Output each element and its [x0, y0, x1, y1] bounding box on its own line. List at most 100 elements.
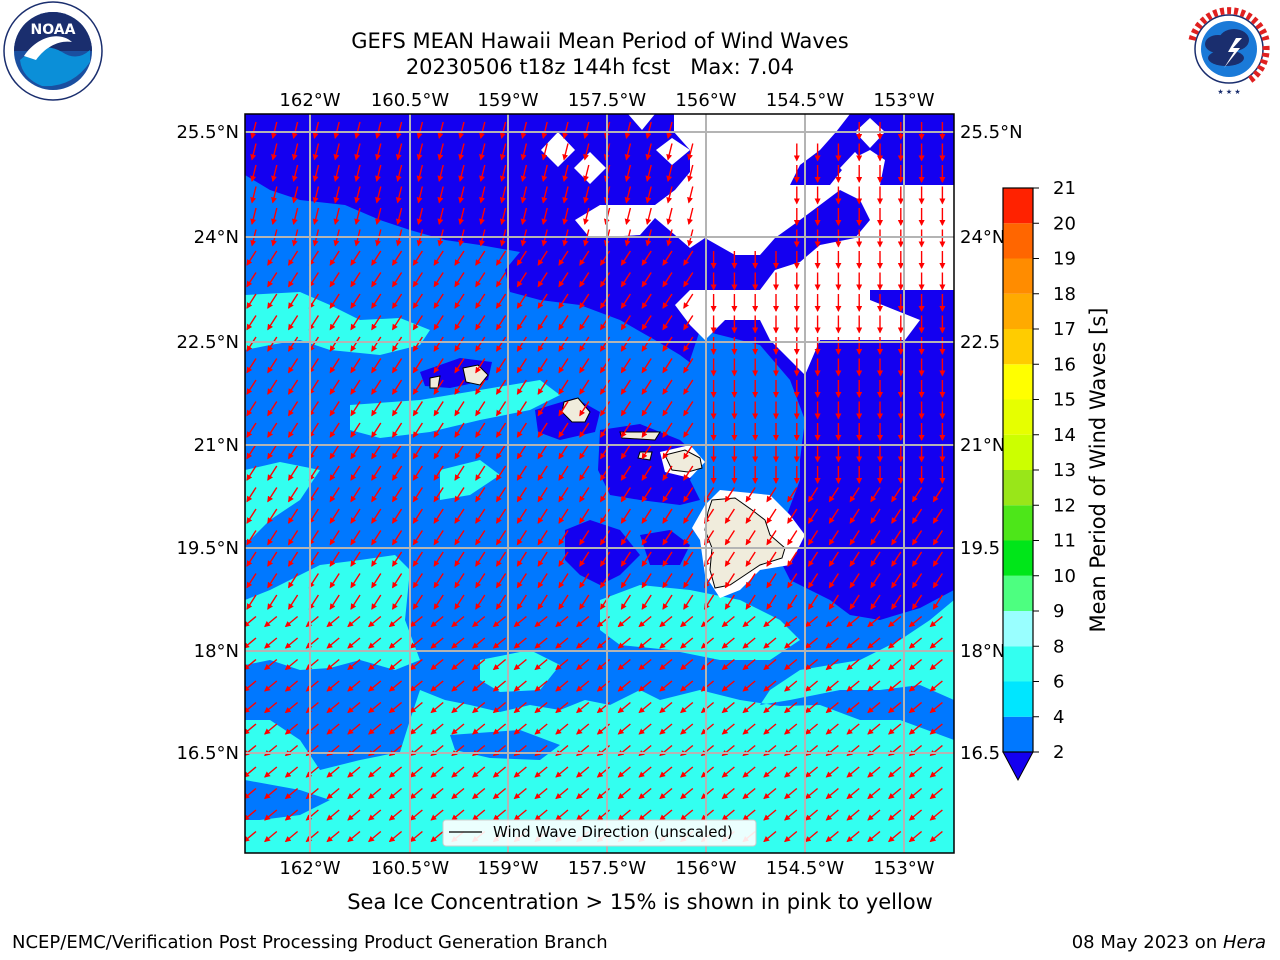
wind-arrow: [472, 701, 486, 714]
wind-arrow: [624, 121, 632, 139]
wind-arrow: [409, 658, 423, 671]
wind-arrow: [246, 250, 257, 266]
wind-arrow: [537, 530, 548, 546]
colorbar-band: [1003, 293, 1033, 329]
wind-arrow: [742, 766, 756, 778]
wind-arrow: [305, 830, 319, 843]
wind-arrow: [513, 723, 527, 735]
wind-arrow: [808, 573, 819, 589]
wind-arrow: [558, 444, 569, 460]
wind-arrow: [472, 680, 486, 692]
wind-arrow: [271, 121, 278, 139]
wind-arrow: [721, 637, 735, 649]
wind-arrow: [496, 422, 507, 438]
wind-arrow: [475, 530, 486, 546]
lat-label-left: 24°N: [194, 227, 239, 248]
wind-arrow: [246, 336, 257, 352]
map-frame: [244, 113, 955, 854]
wind-arrow: [496, 573, 507, 589]
wind-arrow: [724, 508, 735, 524]
wind-arrow: [579, 401, 590, 417]
wind-arrow: [288, 551, 299, 567]
wind-arrow: [787, 530, 798, 546]
wind-arrow: [700, 787, 715, 800]
wind-arrow: [245, 658, 257, 671]
map-gridlines: [245, 114, 954, 853]
wind-arrow: [787, 508, 798, 524]
wind-arrow: [558, 530, 569, 546]
wind-arrow: [288, 444, 299, 460]
wind-arrow: [659, 680, 673, 692]
wind-arrow: [620, 358, 631, 374]
wind-arrow: [888, 830, 902, 843]
wind-arrow: [492, 658, 507, 671]
wind-arrow: [846, 766, 860, 778]
wind-arrow: [451, 701, 465, 714]
wind-arrow: [516, 573, 527, 589]
wind-arrow: [312, 143, 320, 161]
wind-arrow: [929, 680, 943, 692]
wind-arrow: [371, 422, 382, 438]
wind-arrow: [558, 379, 569, 395]
wind-arrow: [867, 680, 881, 692]
wind-arrow: [516, 530, 527, 546]
wind-arrow: [350, 444, 361, 460]
wind-arrow: [766, 508, 777, 524]
wind-arrow: [867, 701, 881, 714]
wind-arrow: [680, 809, 694, 821]
wind-arrow: [329, 594, 340, 610]
wind-arrow: [305, 701, 319, 714]
wind-arrow: [267, 315, 278, 331]
wind-arrow: [496, 530, 507, 546]
wind-arrow: [288, 573, 299, 589]
wind-arrow: [576, 658, 590, 671]
wind-arrow: [416, 121, 424, 139]
wind-arrow: [932, 551, 943, 567]
wind-arrow: [284, 637, 299, 649]
wind-arrow: [600, 444, 611, 460]
wind-arrow: [721, 809, 735, 821]
wind-arrow: [499, 164, 507, 182]
wind-arrow: [388, 680, 403, 692]
wind-arrow: [687, 164, 694, 182]
lon-label-bottom: 154.5°W: [766, 858, 845, 879]
wind-arrow: [475, 315, 486, 331]
wind-arrow: [680, 680, 694, 692]
wind-arrow: [246, 315, 257, 331]
wind-arrow: [700, 615, 715, 628]
wind-arrow: [451, 615, 465, 628]
wind-arrow: [558, 551, 569, 567]
wind-arrow: [371, 293, 382, 309]
wind-arrow: [496, 551, 507, 567]
wind-arrow: [288, 530, 299, 546]
wind-arrow: [433, 401, 444, 417]
wind-arrow: [537, 422, 548, 438]
wind-arrow: [412, 401, 423, 417]
wind-arrow: [388, 701, 403, 714]
wind-arrow: [267, 508, 278, 524]
wind-arrow: [329, 530, 340, 546]
wind-arrow: [433, 594, 444, 610]
wind-arrow: [412, 487, 423, 503]
wind-arrow: [620, 272, 631, 288]
wind-arrow: [763, 615, 777, 628]
wind-arrow: [454, 487, 465, 503]
wind-arrow: [534, 680, 548, 692]
wind-arrow: [620, 379, 631, 395]
wind-arrow: [516, 250, 527, 266]
wind-arrow: [392, 272, 403, 288]
wind-arrow: [271, 186, 278, 204]
wind-arrow: [412, 465, 423, 481]
wind-arrow: [312, 207, 320, 225]
wind-arrow: [354, 186, 361, 204]
wind-arrow: [537, 551, 548, 567]
wind-arrow: [600, 293, 611, 309]
colorbar-tick-label: 14: [1053, 425, 1076, 446]
wind-arrow: [371, 401, 382, 417]
wind-arrow: [537, 444, 548, 460]
wind-arrow: [454, 250, 465, 266]
wind-arrow: [641, 573, 652, 589]
wind-arrow: [437, 164, 444, 182]
wind-arrow: [475, 508, 486, 524]
wind-arrow: [347, 658, 361, 671]
